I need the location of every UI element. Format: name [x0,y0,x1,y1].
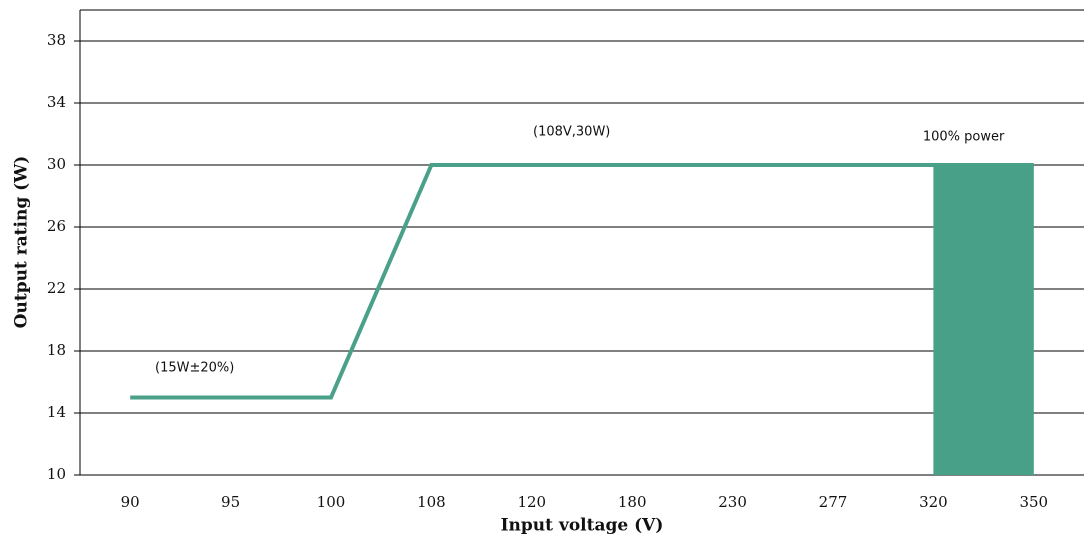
x-tick-label: 95 [221,493,240,511]
x-tick-label: 230 [718,493,747,511]
series-line [130,163,1034,400]
y-tick-label: 26 [47,217,66,235]
y-tick-label: 34 [47,93,66,111]
x-tick-label: 277 [819,493,848,511]
annotation: (108V,30W) [533,125,610,140]
x-tick-label: 90 [121,493,140,511]
x-tick-label: 108 [417,493,446,511]
x-tick-label: 180 [618,493,647,511]
y-tick-label: 30 [47,155,66,173]
x-tick-label: 120 [517,493,546,511]
annotation: (15W±20%) [155,361,234,376]
x-tick-label: 100 [317,493,346,511]
y-tick-label: 18 [47,341,66,359]
power-region [933,165,1034,475]
region-label: 100% power [923,130,1005,145]
x-tick-label: 350 [1019,493,1048,511]
y-tick-label: 38 [47,31,66,49]
y-axis-title: Output rating (W) [12,156,32,329]
y-tick-label: 10 [47,465,66,483]
x-tick-label: 320 [919,493,948,511]
y-tick-label: 14 [47,403,66,421]
x-axis-title: Input voltage (V) [501,516,664,536]
y-tick-label: 22 [47,279,66,297]
